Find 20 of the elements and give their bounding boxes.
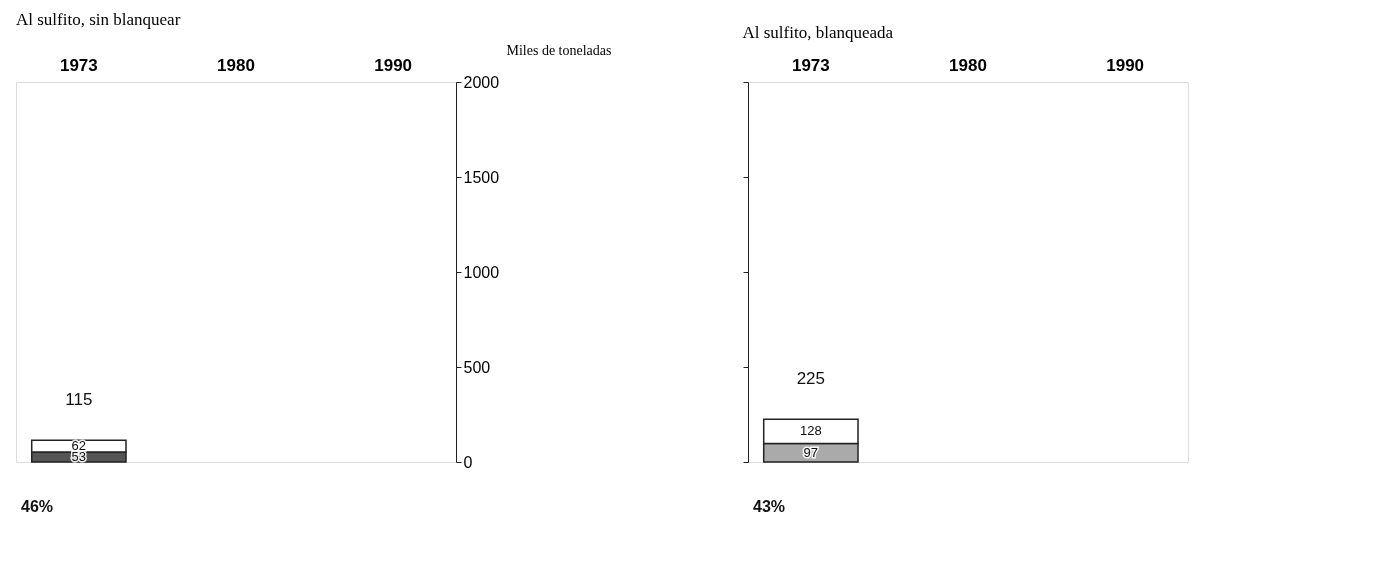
x-tick-label: 1973 <box>791 55 830 75</box>
x-tick-label: 1973 <box>59 55 98 75</box>
chart-title: Al sulfito, blanqueada <box>742 23 894 42</box>
y-tick-label: 1500 <box>463 168 500 186</box>
x-tick-label: 1990 <box>1106 55 1145 75</box>
y-tick-label: 1000 <box>463 263 500 281</box>
chart-title: Al sulfito, sin blanquear <box>16 10 181 29</box>
total-label: 115 <box>65 390 93 410</box>
y-tick-label: 2000 <box>463 73 500 91</box>
y-tick-label: 500 <box>463 358 491 376</box>
text: 46% <box>21 498 54 515</box>
y-tick-label: 0 <box>463 453 473 471</box>
data-label: 128 <box>800 423 822 439</box>
x-tick-label: 1980 <box>949 55 987 75</box>
x-tick-label: 1990 <box>374 55 413 75</box>
y-axis-title: Miles de toneladas <box>506 42 612 58</box>
total-label: 225 <box>796 369 826 389</box>
text: 43% <box>753 498 786 515</box>
x-tick-label: 1980 <box>217 55 255 75</box>
data-label: 97 <box>803 444 819 460</box>
